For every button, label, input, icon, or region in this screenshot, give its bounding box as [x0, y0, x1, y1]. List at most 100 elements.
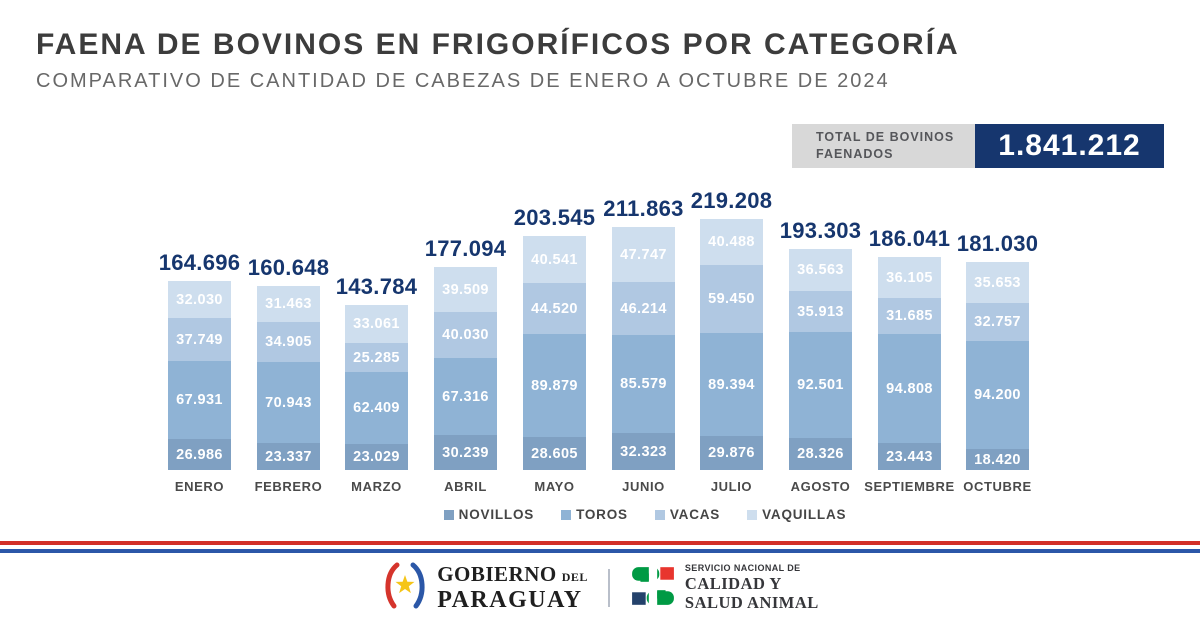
- legend-swatch-toros: [561, 509, 572, 520]
- bar-stack: 23.029 62.409 25.285 33.061: [345, 305, 408, 470]
- segment-value-label: 26.986: [176, 446, 223, 463]
- bar-total-label: 203.545: [513, 205, 596, 230]
- segment-toros: 85.579: [612, 335, 675, 433]
- legend-label-novillos: NOVILLOS: [458, 507, 535, 522]
- bar-stack: 23.337 70.943 34.905 31.463: [257, 286, 320, 470]
- legend-label-vaquillas: VAQUILLAS: [762, 507, 847, 522]
- segment-vaquillas: 36.563: [789, 249, 852, 291]
- bar-stack: 26.986 67.931 37.749 32.030: [168, 281, 231, 470]
- month-label: ABRIL: [444, 479, 487, 494]
- bar-junio: 211.863 32.323 85.579 46.214 47.747 JUNIO: [603, 196, 683, 494]
- segment-value-label: 18.420: [974, 451, 1021, 468]
- segment-value-label: 94.808: [886, 380, 933, 397]
- gobierno-paraguay-logo: GOBIERNO DEL PARAGUAY: [381, 561, 588, 616]
- legend-item-novillos: NOVILLOS: [443, 507, 535, 522]
- legend-swatch-vacas: [654, 509, 665, 520]
- bar-stack: 18.420 94.200 32.757 35.653: [966, 262, 1029, 470]
- gobierno-word: GOBIERNO: [437, 562, 557, 586]
- legend-item-vacas: VACAS: [654, 507, 721, 522]
- footer: GOBIERNO DEL PARAGUAY SER: [0, 553, 1200, 623]
- bar-mayo: 203.545 28.605 89.879 44.520 40.541 MAYO: [514, 205, 595, 494]
- bar-total-label: 160.648: [247, 255, 330, 280]
- bar-stack: 28.605 89.879 44.520 40.541: [523, 236, 586, 470]
- segment-value-label: 30.239: [442, 444, 489, 461]
- segment-value-label: 28.326: [797, 446, 844, 462]
- senacsa-tagline: SERVICIO NACIONAL DE: [684, 562, 801, 573]
- segment-vaquillas: 39.509: [434, 267, 497, 312]
- segment-value-label: 32.757: [974, 314, 1021, 330]
- segment-toros: 67.316: [434, 358, 497, 435]
- bar-total-label: 143.784: [335, 274, 418, 299]
- segment-vaquillas: 47.747: [612, 227, 675, 282]
- segment-vaquillas: 32.030: [168, 281, 231, 318]
- segment-value-label: 32.030: [176, 291, 223, 308]
- page-subtitle: COMPARATIVO DE CANTIDAD DE CABEZAS DE EN…: [36, 70, 890, 92]
- segment-novillos: 23.337: [257, 443, 320, 470]
- segment-toros: 92.501: [789, 332, 852, 438]
- stacked-bar-chart: 164.696 26.986 67.931 37.749 32.030 ENERO 160.…: [0, 175, 1200, 494]
- segment-vacas: 37.749: [168, 318, 231, 361]
- bar-marzo: 143.784 23.029 62.409 25.285 33.061 MARZO: [336, 274, 417, 494]
- bar-total-label: 219.208: [690, 188, 773, 213]
- segment-toros: 62.409: [345, 372, 408, 444]
- bar-total-label: 186.041: [868, 226, 951, 251]
- segment-novillos: 28.605: [523, 437, 586, 470]
- total-banner-label-line1: TOTAL DE BOVINOS: [816, 130, 955, 145]
- segment-value-label: 85.579: [620, 376, 667, 392]
- month-label: FEBRERO: [254, 479, 323, 494]
- segment-value-label: 62.409: [353, 400, 400, 416]
- chart-legend: NOVILLOS TOROS VACAS VAQUILLAS: [0, 507, 1200, 522]
- legend-label-vacas: VACAS: [669, 507, 721, 522]
- segment-toros: 94.200: [966, 341, 1029, 449]
- bar-stack: 28.326 92.501 35.913 36.563: [789, 249, 852, 470]
- flag-stripe-blue: [0, 549, 1200, 553]
- segment-toros: 89.394: [700, 333, 763, 436]
- segment-value-label: 46.214: [620, 300, 667, 317]
- segment-vaquillas: 33.061: [345, 305, 408, 343]
- segment-value-label: 59.450: [708, 291, 755, 307]
- segment-novillos: 18.420: [966, 449, 1029, 470]
- segment-vaquillas: 31.463: [257, 286, 320, 322]
- legend-item-toros: TOROS: [561, 507, 628, 522]
- month-label: MAYO: [534, 479, 575, 494]
- segment-value-label: 28.605: [531, 445, 578, 462]
- segment-value-label: 23.443: [886, 448, 933, 465]
- segment-vacas: 40.030: [434, 312, 497, 358]
- senacsa-wordmark: SERVICIO NACIONAL DE CALIDAD Y SALUD ANI…: [685, 563, 819, 613]
- total-banner-value: 1.841.212: [975, 124, 1164, 168]
- bar-agosto: 193.303 28.326 92.501 35.913 36.563 AGOSTO: [780, 218, 861, 494]
- flag-stripe-red: [0, 541, 1200, 545]
- segment-novillos: 30.239: [434, 435, 497, 470]
- bar-stack: 23.443 94.808 31.685 36.105: [878, 257, 941, 470]
- segment-value-label: 34.905: [265, 334, 312, 350]
- segment-toros: 89.879: [523, 334, 586, 437]
- segment-novillos: 29.876: [700, 436, 763, 470]
- bar-febrero: 160.648 23.337 70.943 34.905 31.463 FEBRERO: [248, 255, 329, 494]
- segment-value-label: 47.747: [620, 246, 667, 263]
- segment-value-label: 40.541: [531, 251, 578, 268]
- segment-novillos: 32.323: [612, 433, 675, 470]
- segment-value-label: 23.337: [265, 448, 312, 465]
- segment-value-label: 31.685: [886, 308, 933, 324]
- segment-value-label: 40.488: [708, 234, 755, 250]
- segment-vacas: 25.285: [345, 343, 408, 372]
- legend-swatch-novillos: [443, 509, 454, 520]
- bar-septiembre: 186.041 23.443 94.808 31.685 36.105 SEPTIEMBR…: [864, 226, 954, 494]
- segment-value-label: 67.931: [176, 392, 223, 408]
- segment-novillos: 26.986: [168, 439, 231, 470]
- total-banner-label: TOTAL DE BOVINOS FAENADOS: [792, 124, 975, 168]
- segment-value-label: 33.061: [353, 316, 400, 332]
- legend-item-vaquillas: VAQUILLAS: [747, 507, 846, 522]
- month-label: OCTUBRE: [963, 479, 1032, 494]
- footer-divider: [607, 569, 610, 607]
- segment-value-label: 35.653: [974, 274, 1021, 291]
- segment-vacas: 35.913: [789, 291, 852, 332]
- month-label: ENERO: [174, 479, 225, 494]
- segment-novillos: 23.029: [345, 444, 408, 470]
- legend-swatch-vaquillas: [747, 509, 758, 520]
- segment-value-label: 40.030: [442, 327, 489, 343]
- gobierno-del-word: DEL: [561, 570, 588, 584]
- segment-value-label: 36.563: [797, 262, 844, 278]
- month-label: JUNIO: [622, 479, 665, 494]
